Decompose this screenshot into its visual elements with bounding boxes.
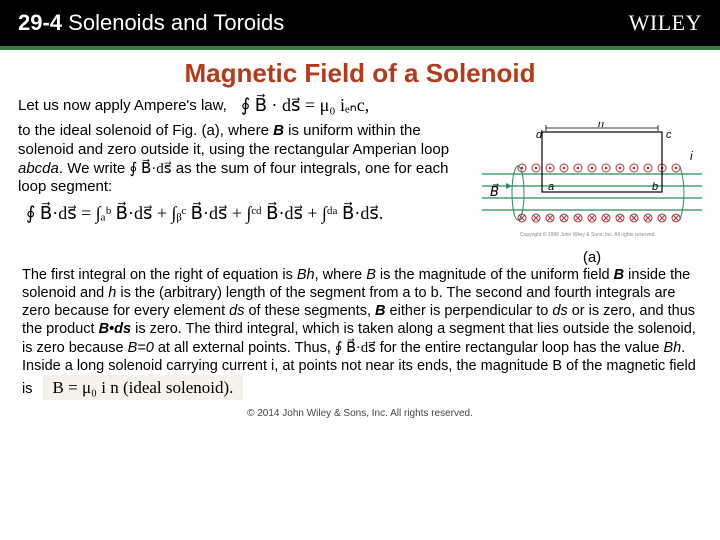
p1-seg: to the ideal solenoid of Fig. (a), where bbox=[18, 122, 273, 139]
label-c: c bbox=[666, 129, 672, 141]
bh: Bh bbox=[297, 267, 315, 283]
paragraph-1: to the ideal solenoid of Fig. (a), where… bbox=[18, 122, 472, 197]
bvec2: B bbox=[375, 303, 385, 319]
bvec: B bbox=[614, 267, 624, 283]
inline-integral: ∮ B⃗·ds⃗ bbox=[129, 161, 171, 177]
p2s6: of these segments, bbox=[244, 303, 375, 319]
p2s3: is the magnitude of the uniform field bbox=[376, 267, 614, 283]
bds: B•ds bbox=[99, 321, 131, 337]
figure-copyright: Copyright © 1998 John Wiley & Sons, Inc.… bbox=[520, 231, 656, 238]
body-row: to the ideal solenoid of Fig. (a), where… bbox=[18, 122, 702, 266]
b-vector: B bbox=[273, 122, 284, 139]
intro-row: Let us now apply Ampere's law, ∮ B⃗ · ds… bbox=[18, 95, 702, 116]
p2s12: . bbox=[681, 340, 685, 356]
section-title: Solenoids and Toroids bbox=[68, 10, 284, 35]
header-left: 29-4 Solenoids and Toroids bbox=[18, 10, 284, 36]
bmag: B bbox=[366, 267, 376, 283]
ds2: ds bbox=[552, 303, 567, 319]
current-in-row bbox=[518, 214, 680, 222]
p2s10: at all external points. Thus, bbox=[154, 340, 335, 356]
brand-logo: WILEY bbox=[629, 10, 702, 36]
inline-int2: ∮ B⃗·ds⃗ bbox=[335, 340, 376, 356]
solenoid-diagram-icon: d c a b h B⃗ i Copyright © 1998 John Wil… bbox=[482, 122, 702, 242]
ampere-law-equation: ∮ B⃗ · ds⃗ = μ₀ iₑₙc, bbox=[241, 95, 369, 116]
final-equation: B = μ₀ i n (ideal solenoid). bbox=[43, 375, 244, 400]
paragraph-2: The first integral on the right of equat… bbox=[18, 266, 702, 400]
label-a: a bbox=[548, 181, 554, 193]
label-B: B⃗ bbox=[490, 184, 499, 199]
label-i: i bbox=[690, 149, 693, 163]
p2s2: , where bbox=[315, 267, 367, 283]
label-h: h bbox=[598, 122, 604, 130]
slide-title: Magnetic Field of a Solenoid bbox=[18, 58, 702, 89]
slide-content: Magnetic Field of a Solenoid Let us now … bbox=[0, 50, 720, 419]
figure-label: (a) bbox=[482, 249, 702, 266]
section-number: 29-4 bbox=[18, 10, 62, 35]
p2s11: for the entire rectangular loop has the … bbox=[376, 340, 664, 356]
slide-header: 29-4 Solenoids and Toroids WILEY bbox=[0, 0, 720, 50]
solenoid-figure: d c a b h B⃗ i Copyright © 1998 John Wil… bbox=[482, 122, 702, 266]
slide-footer: © 2014 John Wiley & Sons, Inc. All right… bbox=[18, 408, 702, 419]
intro-text: Let us now apply Ampere's law, bbox=[18, 97, 227, 114]
label-d: d bbox=[536, 129, 543, 141]
bh2: Bh bbox=[663, 340, 681, 356]
bzero: B=0 bbox=[128, 340, 154, 356]
label-b: b bbox=[652, 181, 658, 193]
p2s7: either is perpendicular to bbox=[386, 303, 553, 319]
ds1: ds bbox=[229, 303, 244, 319]
p1-seg3: . We write bbox=[59, 160, 130, 177]
loop-name: abcda bbox=[18, 160, 59, 177]
paragraph-col: to the ideal solenoid of Fig. (a), where… bbox=[18, 122, 472, 266]
p2s: The first integral on the right of equat… bbox=[22, 267, 297, 283]
long-integral-equation: ∮ B⃗·ds⃗ = ∫ₐᵇ B⃗·ds⃗ + ∫ᵦᶜ B⃗·ds⃗ + ∫ᶜᵈ… bbox=[26, 203, 472, 224]
